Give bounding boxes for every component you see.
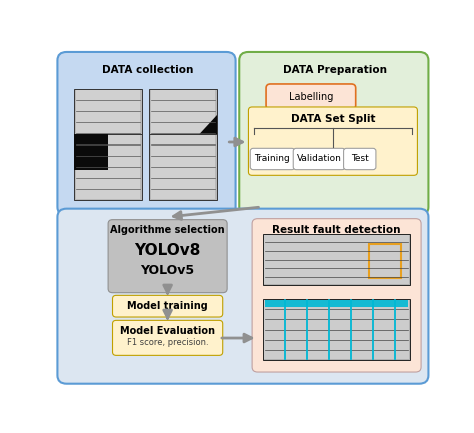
- FancyBboxPatch shape: [151, 90, 215, 154]
- FancyBboxPatch shape: [266, 84, 356, 109]
- Text: DATA Preparation: DATA Preparation: [283, 65, 387, 75]
- FancyBboxPatch shape: [149, 89, 217, 155]
- FancyBboxPatch shape: [263, 299, 410, 360]
- FancyBboxPatch shape: [74, 134, 108, 170]
- Text: Algorithme selection: Algorithme selection: [110, 225, 225, 235]
- Text: Test: Test: [351, 155, 369, 164]
- Text: Validation: Validation: [297, 155, 341, 164]
- FancyBboxPatch shape: [74, 89, 142, 155]
- Text: Model training: Model training: [127, 301, 208, 311]
- FancyBboxPatch shape: [57, 209, 428, 384]
- FancyBboxPatch shape: [250, 149, 295, 170]
- FancyBboxPatch shape: [293, 149, 345, 170]
- FancyBboxPatch shape: [108, 220, 227, 293]
- Bar: [369, 244, 401, 278]
- Text: DATA collection: DATA collection: [102, 65, 193, 75]
- Text: Model Evaluation: Model Evaluation: [120, 326, 215, 336]
- FancyBboxPatch shape: [74, 134, 142, 200]
- FancyBboxPatch shape: [112, 295, 223, 317]
- Bar: [265, 300, 408, 307]
- FancyBboxPatch shape: [252, 219, 421, 372]
- Text: Labelling: Labelling: [289, 92, 333, 102]
- FancyBboxPatch shape: [57, 52, 236, 215]
- Polygon shape: [180, 115, 217, 155]
- Text: Result fault detection: Result fault detection: [273, 225, 401, 235]
- FancyBboxPatch shape: [248, 107, 418, 175]
- FancyBboxPatch shape: [149, 134, 217, 200]
- FancyBboxPatch shape: [112, 320, 223, 355]
- Text: Training: Training: [255, 155, 290, 164]
- FancyBboxPatch shape: [76, 135, 140, 199]
- FancyBboxPatch shape: [344, 149, 376, 170]
- Text: YOLOv8: YOLOv8: [135, 243, 201, 258]
- FancyBboxPatch shape: [264, 235, 409, 284]
- FancyBboxPatch shape: [239, 52, 428, 215]
- FancyBboxPatch shape: [263, 234, 410, 285]
- Text: F1 score, precision.: F1 score, precision.: [127, 338, 209, 346]
- FancyBboxPatch shape: [264, 300, 409, 359]
- FancyBboxPatch shape: [76, 90, 140, 154]
- FancyBboxPatch shape: [151, 135, 215, 199]
- Text: DATA Set Split: DATA Set Split: [291, 113, 375, 124]
- Text: YOLOv5: YOLOv5: [141, 264, 195, 277]
